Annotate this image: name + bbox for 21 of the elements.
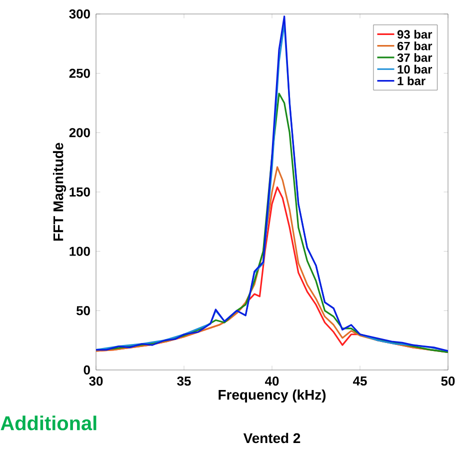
y-tick-label: 250 — [69, 68, 90, 78]
legend-label: 1 bar — [398, 76, 426, 86]
x-tick-label: 50 — [441, 376, 455, 386]
y-tick-label: 100 — [70, 246, 90, 256]
text: Vented 2 — [243, 432, 300, 444]
x-tick-label: 35 — [177, 376, 191, 386]
text: Additional — [0, 416, 96, 430]
x-tick-label: 40 — [265, 376, 279, 386]
x-tick-label: 45 — [353, 376, 367, 386]
legend-label: 67 bar — [397, 42, 432, 50]
y-tick-label: 300 — [69, 9, 90, 19]
y-tick-label: 200 — [69, 128, 90, 138]
legend-label: 37 bar — [397, 53, 432, 62]
y-tick-label: 50 — [76, 306, 90, 316]
x-axis-title: Frequency (kHz) — [218, 390, 326, 403]
x-tick-label: 30 — [89, 376, 103, 386]
y-axis-title: FFT Magnitude — [52, 142, 66, 241]
y-tick-label: 0 — [84, 365, 90, 375]
legend-label: 10 bar — [398, 64, 432, 74]
y-tick-label: 150 — [70, 187, 90, 197]
legend-label: 93 bar — [397, 30, 432, 39]
